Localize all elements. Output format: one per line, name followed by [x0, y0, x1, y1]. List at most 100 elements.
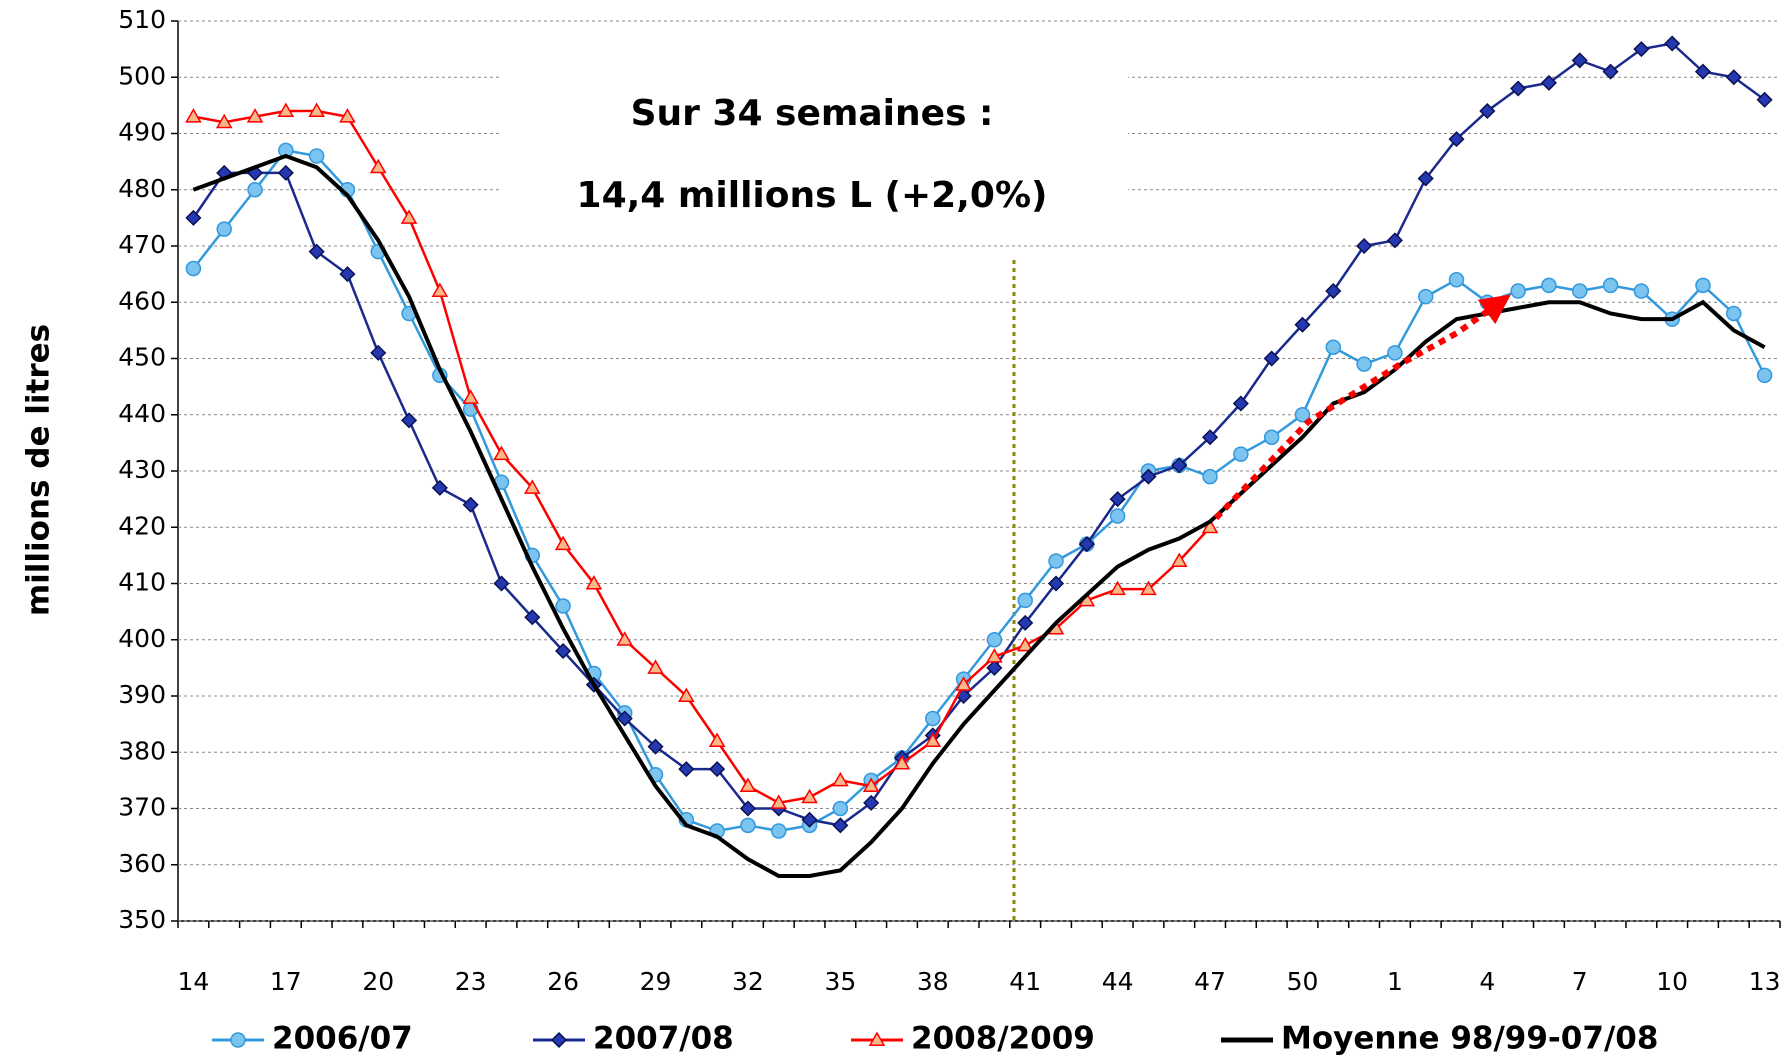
point: [308, 102, 325, 117]
point: [1017, 614, 1034, 631]
point: [1201, 518, 1219, 534]
point: [739, 777, 757, 792]
point: [524, 609, 541, 626]
point: [1695, 277, 1711, 294]
series-line: [192, 149, 1766, 833]
point: [462, 496, 479, 513]
point: [1294, 316, 1311, 333]
point: [215, 113, 233, 129]
legend-label: 2007/08: [593, 1021, 734, 1057]
point: [1417, 170, 1434, 187]
point: [925, 710, 941, 727]
point: [185, 209, 202, 226]
point: [740, 817, 756, 834]
point: [739, 800, 757, 817]
x-tick-label: 20: [362, 967, 394, 996]
annotation: Sur 34 semaines :: [631, 93, 994, 134]
x-tick-label: 1: [1387, 967, 1403, 996]
point: [1356, 356, 1372, 372]
y-tick-label: 380: [118, 736, 166, 765]
point: [924, 732, 942, 747]
point: [1294, 407, 1311, 423]
legend-label: 2006/07: [272, 1021, 413, 1057]
x-tick-label: 44: [1102, 967, 1134, 996]
point: [400, 209, 418, 224]
y-tick-label: 440: [118, 399, 166, 428]
point: [1602, 63, 1619, 80]
point: [678, 761, 695, 778]
point: [1633, 283, 1650, 299]
legend-label: 2008/2009: [911, 1021, 1095, 1057]
x-tick-label: 38: [917, 967, 949, 996]
point: [247, 182, 263, 198]
point: [462, 389, 479, 404]
point: [1016, 636, 1034, 652]
y-tick-label: 430: [118, 455, 166, 484]
y-axis-label: millions de litres: [21, 324, 57, 616]
x-tick-label: 41: [1009, 967, 1041, 996]
y-tick-label: 390: [118, 680, 166, 709]
point: [1263, 429, 1280, 445]
y-tick-label: 370: [118, 793, 166, 822]
point: [1510, 283, 1526, 299]
x-tick-label: 32: [732, 967, 764, 996]
y-tick-label: 510: [118, 5, 166, 34]
point: [1356, 237, 1373, 255]
point: [1325, 339, 1342, 355]
point: [1510, 80, 1527, 97]
point: [277, 102, 295, 117]
point: [616, 710, 633, 727]
point: [708, 732, 726, 747]
point: [771, 823, 787, 839]
point: [770, 794, 788, 809]
annotation-box: [500, 22, 1128, 232]
x-tick-label: 50: [1287, 967, 1319, 996]
point: [1017, 592, 1033, 609]
x-tick-label: 23: [455, 967, 487, 996]
point: [1325, 282, 1342, 300]
point: [1233, 446, 1249, 462]
point: [1694, 63, 1712, 80]
point: [868, 1031, 886, 1046]
point: [801, 811, 818, 828]
point: [832, 800, 849, 817]
y-tick-label: 460: [118, 286, 166, 315]
point: [1417, 288, 1434, 305]
y-tick-label: 410: [118, 568, 166, 597]
point: [1109, 580, 1126, 596]
point: [1140, 468, 1157, 485]
point: [1602, 277, 1619, 294]
point: [1078, 536, 1095, 553]
point: [1572, 283, 1588, 299]
point: [986, 648, 1003, 663]
plot: [185, 35, 1773, 878]
point: [1664, 35, 1681, 52]
point: [277, 164, 294, 181]
point: [555, 642, 572, 660]
point: [832, 771, 849, 787]
point: [554, 535, 572, 551]
point: [1726, 305, 1742, 322]
point: [678, 687, 695, 702]
y-tick-label: 450: [118, 343, 166, 372]
point: [1109, 508, 1126, 524]
x-tick-label: 26: [547, 967, 579, 996]
point: [1047, 575, 1065, 592]
point: [1448, 131, 1465, 148]
point: [893, 754, 911, 770]
point: [1109, 491, 1126, 508]
point: [1263, 350, 1280, 367]
point: [709, 761, 726, 778]
point: [801, 788, 818, 804]
x-tick-label: 4: [1479, 967, 1495, 996]
y-tick-label: 400: [118, 624, 166, 653]
point: [1540, 74, 1558, 91]
point: [493, 445, 510, 461]
point: [955, 676, 972, 691]
point: [986, 632, 1003, 648]
legend: 2006/07 2007/08 2008/2009 Moyenne 98/99-07/…: [212, 1021, 1658, 1057]
point: [1048, 553, 1064, 569]
x-tick-label: 35: [824, 967, 856, 996]
point: [230, 1032, 246, 1048]
point: [647, 659, 664, 674]
